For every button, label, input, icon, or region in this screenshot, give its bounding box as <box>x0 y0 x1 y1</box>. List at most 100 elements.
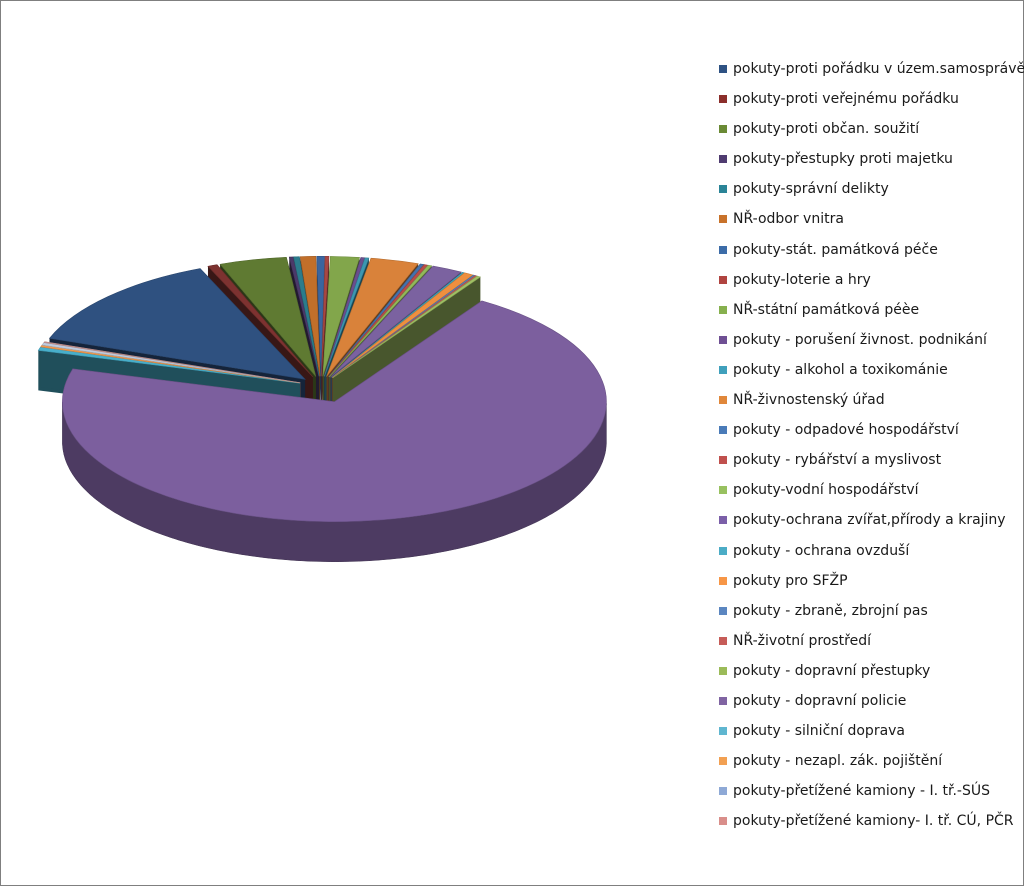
legend-label: NŘ-životní prostředí <box>733 632 871 649</box>
legend-label: pokuty - alkohol a toxikománie <box>733 361 948 378</box>
legend-swatch <box>719 757 727 766</box>
legend-label: pokuty-proti pořádku v územ.samosprávě <box>733 61 1024 77</box>
legend-swatch <box>719 546 727 555</box>
legend-swatch <box>719 516 727 525</box>
pie-slice <box>62 300 607 522</box>
legend-swatch <box>719 245 727 254</box>
legend-swatch <box>719 185 727 194</box>
legend-swatch <box>719 396 727 405</box>
legend-swatch <box>719 275 727 284</box>
pie-slice <box>288 256 320 377</box>
legend-swatch <box>719 215 727 224</box>
legend: pokuty-proti pořádku v územ.samosprávě po… <box>719 58 1024 840</box>
legend-item: pokuty - ochrana ovzduší <box>719 540 1019 570</box>
legend-item: pokuty - odpadové hospodářství <box>719 419 1019 449</box>
legend-swatch <box>719 456 727 465</box>
legend-label: pokuty - porušení živnost. podnikání <box>733 331 987 348</box>
legend-swatch <box>719 727 727 736</box>
legend-label: pokuty - ochrana ovzduší <box>733 542 910 559</box>
pie-tops <box>37 255 607 522</box>
pie-slice <box>299 256 321 377</box>
legend-label: pokuty - zbraně, zbrojní pas <box>733 602 928 619</box>
legend-label: pokuty-loterie a hry <box>733 271 871 288</box>
legend-item: pokuty pro SFŽP <box>719 570 1019 600</box>
pie-slice <box>326 257 419 377</box>
pie-slice <box>316 255 325 377</box>
legend-label: NŘ-odbor vnitra <box>733 211 844 228</box>
legend-item: pokuty - porušení živnost. podnikání <box>719 329 1019 359</box>
legend-label: pokuty-přetížené kamiony - I. tř.-SÚS <box>733 783 990 800</box>
legend-swatch <box>719 787 727 796</box>
pie-slice <box>331 272 474 378</box>
legend-swatch <box>719 125 727 134</box>
legend-label: pokuty pro SFŽP <box>733 572 848 589</box>
pie-slice <box>328 264 433 378</box>
legend-item: pokuty-správní delikty <box>719 178 1019 208</box>
legend-item: pokuty-ochrana zvířat,přírody a krajiny <box>719 509 1019 539</box>
legend-item: pokuty-přetížené kamiony- I. tř. CÚ, PČR <box>719 810 1019 840</box>
legend-item: pokuty - rybářství a myslivost <box>719 449 1019 479</box>
pie-slice <box>330 265 462 378</box>
legend-item: NŘ-životní prostředí <box>719 630 1019 660</box>
legend-label: pokuty-proti občan. soužití <box>733 121 920 138</box>
legend-label: NŘ-státní památková péèe <box>733 301 920 318</box>
pie-slice <box>323 257 366 377</box>
pie-slice <box>324 257 370 377</box>
legend-label: pokuty - silniční doprava <box>733 723 906 740</box>
pie-slice <box>321 256 330 377</box>
legend-label: pokuty-ochrana zvířat,přírody a krajiny <box>733 512 1006 529</box>
legend-item: NŘ-odbor vnitra <box>719 208 1019 238</box>
legend-label: pokuty-správní delikty <box>733 181 889 198</box>
legend-item: pokuty - dopravní policie <box>719 690 1019 720</box>
pie-slice <box>207 264 314 378</box>
legend-item: pokuty - alkohol a toxikománie <box>719 359 1019 389</box>
legend-swatch <box>719 636 727 645</box>
legend-swatch <box>719 817 727 826</box>
legend-item: pokuty-přestupky proti majetku <box>719 148 1019 178</box>
legend-item: pokuty - dopravní přestupky <box>719 660 1019 690</box>
legend-item: pokuty - silniční doprava <box>719 720 1019 750</box>
pie-slice <box>331 271 465 378</box>
legend-swatch <box>719 155 727 164</box>
legend-label: pokuty - dopravní přestupky <box>733 662 931 679</box>
pie-slice <box>293 256 320 377</box>
legend-swatch <box>719 486 727 495</box>
pie-slice <box>219 256 317 377</box>
legend-label: pokuty-stát. památková péče <box>733 241 938 258</box>
legend-item: pokuty-proti pořádku v územ.samosprávě <box>719 58 1024 88</box>
legend-swatch <box>719 606 727 615</box>
legend-label: pokuty-vodní hospodářství <box>733 482 919 499</box>
legend-item: pokuty-proti veřejnému pořádku <box>719 88 1019 118</box>
pie-slice <box>48 268 306 380</box>
legend-label: pokuty - odpadové hospodářství <box>733 422 959 439</box>
legend-swatch <box>719 335 727 344</box>
legend-item: NŘ-živnostenský úřad <box>719 389 1019 419</box>
pie-slice <box>332 275 482 379</box>
pie-slice <box>322 256 360 377</box>
legend-swatch <box>719 426 727 435</box>
legend-swatch <box>719 95 727 104</box>
legend-item: pokuty-vodní hospodářství <box>719 479 1019 509</box>
legend-label: pokuty - nezapl. zák. pojištění <box>733 753 943 770</box>
legend-swatch <box>719 666 727 675</box>
legend-item: pokuty-stát. památková péče <box>719 239 1019 269</box>
legend-item: pokuty-přetížené kamiony - I. tř.-SÚS <box>719 780 1019 810</box>
legend-item: pokuty - nezapl. zák. pojištění <box>719 750 1019 780</box>
legend-swatch <box>719 65 727 73</box>
legend-item: pokuty - zbraně, zbrojní pas <box>719 600 1019 630</box>
legend-label: NŘ-živnostenský úřad <box>733 392 885 409</box>
legend-label: pokuty - dopravní policie <box>733 692 907 709</box>
legend-label: pokuty-přetížené kamiony- I. tř. CÚ, PČR <box>733 813 1014 830</box>
legend-item: pokuty-loterie a hry <box>719 269 1019 299</box>
legend-label: pokuty-proti veřejnému pořádku <box>733 91 959 108</box>
legend-swatch <box>719 365 727 374</box>
legend-swatch <box>719 305 727 314</box>
legend-item: NŘ-státní památková péèe <box>719 299 1019 329</box>
legend-label: pokuty-přestupky proti majetku <box>733 151 953 168</box>
legend-swatch <box>719 696 727 705</box>
legend-item: pokuty-proti občan. soužití <box>719 118 1019 148</box>
legend-swatch <box>719 576 727 585</box>
pie-slice <box>43 341 301 384</box>
